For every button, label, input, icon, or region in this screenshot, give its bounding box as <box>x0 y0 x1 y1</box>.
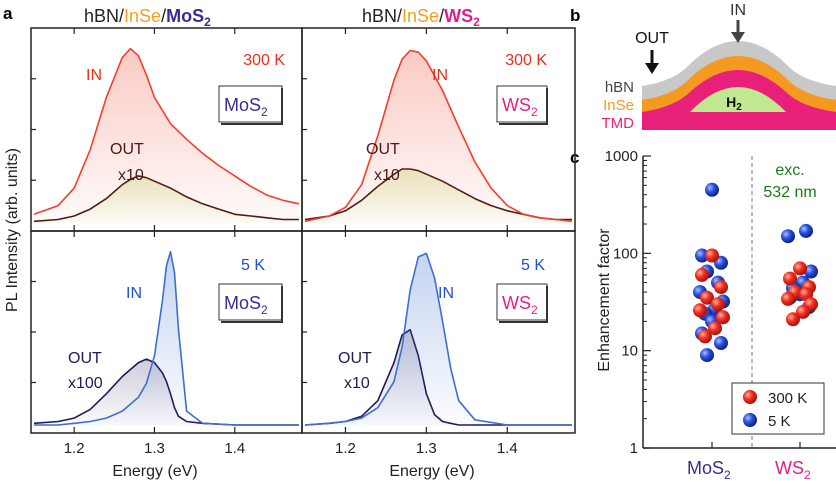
in-position-label: IN <box>730 2 746 19</box>
in-label-mos2-5k: IN <box>126 285 142 302</box>
marker-300k-MoS2-3 <box>700 290 714 305</box>
y-tick-label-10: 10 <box>621 343 638 360</box>
legend-label-300k: 300 K <box>768 390 807 407</box>
marker-300k-MoS2-1 <box>695 267 709 282</box>
hbn-label: hBN <box>605 79 634 96</box>
in-label-ws2-300k: IN <box>432 67 448 84</box>
out-label-mos2-5k: OUT <box>68 350 102 367</box>
y-tick-label-1: 1 <box>630 440 638 457</box>
series-line-in-ws2-5k <box>304 252 572 426</box>
marker-300k-MoS2-8 <box>698 329 712 344</box>
x-tick-label-mos2-5k-1.2: 1.2 <box>64 440 85 457</box>
area-in-ws2-300k <box>305 50 572 223</box>
marker-5k-MoS2-11 <box>714 336 728 350</box>
pl-panel-mos2-5k: 1.2 1.3 1.4 <box>30 230 303 457</box>
inse-layer <box>642 53 836 112</box>
wavelength-label: 532 nm <box>763 184 816 201</box>
x-tick-label-mos2-5k-1.3: 1.3 <box>144 440 165 457</box>
pl-panel-ws2-300k <box>301 27 576 232</box>
heterostructure-schematic: H2 hBN InSe TMD OUT IN <box>602 2 836 132</box>
marker-300k-MoS2-2 <box>714 280 728 295</box>
svg-text:MoS2: MoS2 <box>224 95 268 119</box>
marker-5k-MoS2-12 <box>700 348 714 363</box>
temp-label-ws2-300k: 300 K <box>505 52 547 69</box>
h2-pocket <box>690 87 786 112</box>
legend: 300 K 5 K <box>731 382 825 435</box>
ws2-box-5k: WS2 <box>496 283 548 323</box>
right-panel-title: hBN/InSe/WS2 <box>362 6 480 29</box>
left-panel-title: hBN/InSe/MoS2 <box>84 6 211 29</box>
marker-5k-WS2-15 <box>804 264 818 279</box>
in-arrow-icon <box>731 32 745 43</box>
svg-text:WS2: WS2 <box>502 95 538 119</box>
marker-5k-MoS2-0 <box>705 182 719 197</box>
area-in-mos2-300k <box>34 48 299 224</box>
y-axis-label: PL Intensity (arb. units) <box>4 148 21 312</box>
marker-300k-WS2-9 <box>793 261 807 276</box>
mos2-box-5k: MoS2 <box>218 283 283 323</box>
area-in-mos2-5k <box>34 251 299 425</box>
h2-label: H2 <box>726 94 742 113</box>
temp-label-mos2-5k: 5 K <box>241 257 265 274</box>
x-tick-label-ws2-5k-1.3: 1.3 <box>416 440 437 457</box>
legend-label-5k: 5 K <box>768 413 791 430</box>
out-label-ws2-300k: OUT <box>366 141 400 158</box>
svg-text:MoS2: MoS2 <box>224 293 268 317</box>
out-position-label: OUT <box>635 30 669 47</box>
x10-label-mos2-300k: x10 <box>118 167 144 184</box>
marker-5k-MoS2-1 <box>695 248 709 263</box>
marker-300k-MoS2-0 <box>705 248 719 263</box>
marker-300k-WS2-16 <box>796 304 810 319</box>
svg-text:WS2: WS2 <box>502 293 538 317</box>
out-label-mos2-300k: OUT <box>110 141 144 158</box>
y-tick-label-1000: 1000 <box>605 148 638 165</box>
marker-300k-WS2-14 <box>781 291 795 306</box>
hbn-layer <box>642 41 836 100</box>
x-axis-label-right: Energy (eV) <box>389 463 474 480</box>
x10-label-ws2-5k: x10 <box>344 375 370 392</box>
marker-5k-WS2-13 <box>799 223 813 238</box>
enhancement-y-label: Enhancement factor <box>596 228 613 372</box>
legend-marker-300k <box>743 390 757 404</box>
x-axis-label-left: Energy (eV) <box>112 463 197 480</box>
marker-300k-WS2-17 <box>786 312 800 327</box>
temp-label-mos2-300k: 300 K <box>243 52 285 69</box>
marker-300k-MoS2-6 <box>716 310 730 325</box>
in-label-mos2-300k: IN <box>86 67 102 84</box>
mos2-box-300k: MoS2 <box>218 85 283 125</box>
out-label-ws2-5k: OUT <box>338 350 372 367</box>
enhancement-factor-plot: 1 10 100 1000 <box>605 148 836 457</box>
tmd-label: TMD <box>602 115 635 132</box>
marker-300k-MoS2-4 <box>711 297 725 312</box>
panel-label-a: a <box>3 4 13 23</box>
pl-panel-ws2-5k: 1.2 1.3 1.4 <box>301 230 576 457</box>
out-arrow-icon <box>645 63 659 74</box>
inse-label: InSe <box>603 97 634 114</box>
x-tick-label-mos2-5k-1.4: 1.4 <box>224 440 245 457</box>
series-line-in-mos2-5k <box>34 250 299 426</box>
series-line-in-ws2-300k <box>304 49 573 223</box>
legend-marker-5k <box>743 413 757 427</box>
x100-label-mos2-5k: x100 <box>68 375 103 392</box>
marker-300k-WS2-10 <box>783 271 797 286</box>
ws2-box-300k: WS2 <box>496 85 548 125</box>
panel-label-b: b <box>570 6 580 25</box>
in-label-ws2-5k: IN <box>438 285 454 302</box>
x-tick-label-ws2-5k-1.4: 1.4 <box>497 440 518 457</box>
x-tick-label-ws2-5k-1.2: 1.2 <box>335 440 356 457</box>
temp-label-ws2-5k: 5 K <box>521 257 545 274</box>
exc-label: exc. <box>775 162 804 179</box>
marker-5k-WS2-14 <box>781 229 795 244</box>
series-line-in-mos2-300k <box>33 47 300 216</box>
pl-plots: 1.2 1.3 1.4 1.2 1.3 1.4 <box>30 27 576 457</box>
marker-300k-MoS2-5 <box>693 303 707 318</box>
marker-300k-MoS2-7 <box>708 321 722 336</box>
category-ws2: WS2 <box>775 458 811 482</box>
category-mos2: MoS2 <box>687 458 731 482</box>
area-in-ws2-5k <box>305 253 572 425</box>
x10-label-ws2-300k: x10 <box>374 167 400 184</box>
y-tick-label-100: 100 <box>613 245 638 262</box>
